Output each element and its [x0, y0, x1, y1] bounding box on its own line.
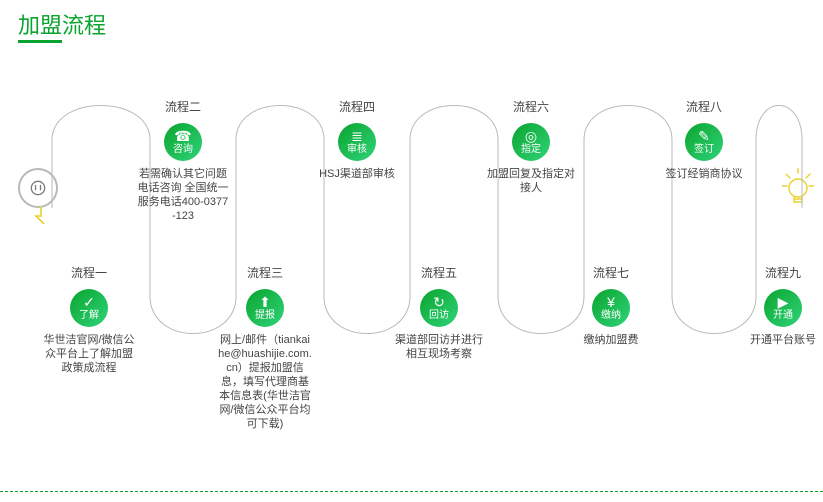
step-glyph-icon: ✎	[698, 129, 710, 143]
step-desc: 开通平台账号	[736, 333, 823, 347]
step-icon-text: 回访	[429, 310, 449, 321]
step-8: 流程八 ✎签订签订经销商协议	[657, 98, 751, 181]
step-label: 流程四	[310, 98, 404, 115]
step-1: 流程一 ✓了解华世洁官网/微信公众平台上了解加盟政策成流程	[42, 264, 136, 375]
step-4: 流程四 ≣审核 HSJ渠道部审核	[310, 98, 404, 181]
step-icon: ≣审核	[338, 123, 376, 161]
step-icon: ✎签订	[685, 123, 723, 161]
step-3: 流程三 ⬆提报网上/邮件（tiankaihe@huashijie.com.cn）提…	[218, 264, 312, 431]
step-2: 流程二 ☎咨询若需确认其它问题电话咨询 全国统一服务电话400-0377-123	[136, 98, 230, 223]
step-glyph-icon: ¥	[607, 295, 615, 309]
step-icon-text: 签订	[694, 144, 714, 155]
step-label: 流程九	[736, 264, 823, 281]
step-label: 流程二	[136, 98, 230, 115]
step-7: 流程七 ¥缴纳缴纳加盟费	[564, 264, 658, 347]
step-5: 流程五 ↻回访渠道部回访并进行相互现场考察	[392, 264, 486, 361]
step-icon-text: 咨询	[173, 144, 193, 155]
light-bulb-icon	[782, 168, 814, 208]
step-desc: 华世洁官网/微信公众平台上了解加盟政策成流程	[42, 333, 136, 375]
step-label: 流程八	[657, 98, 751, 115]
step-desc: 若需确认其它问题电话咨询 全国统一服务电话400-0377-123	[136, 167, 230, 223]
step-label: 流程一	[42, 264, 136, 281]
step-icon: ▶开通	[764, 289, 802, 327]
step-icon-text: 了解	[79, 310, 99, 321]
step-desc: 网上/邮件（tiankaihe@huashijie.com.cn）提报加盟信息，…	[218, 333, 312, 431]
step-desc: HSJ渠道部审核	[310, 167, 404, 181]
plug-tail-icon	[34, 206, 48, 224]
page-title: 加盟流程	[18, 8, 106, 40]
title-underline	[18, 40, 62, 43]
step-glyph-icon: ▶	[778, 295, 789, 309]
step-glyph-icon: ✓	[83, 295, 95, 309]
step-icon-text: 审核	[347, 144, 367, 155]
step-icon: ↻回访	[420, 289, 458, 327]
step-icon-text: 提报	[255, 310, 275, 321]
step-icon-text: 缴纳	[601, 310, 621, 321]
step-icon: ⬆提报	[246, 289, 284, 327]
step-desc: 加盟回复及指定对接人	[484, 167, 578, 195]
step-icon-text: 指定	[521, 144, 541, 155]
step-6: 流程六 ◎指定加盟回复及指定对接人	[484, 98, 578, 195]
step-desc: 渠道部回访并进行相互现场考察	[392, 333, 486, 361]
step-glyph-icon: ⬆	[259, 295, 271, 309]
step-icon: ☎咨询	[164, 123, 202, 161]
step-9: 流程九 ▶开通开通平台账号	[736, 264, 823, 347]
step-glyph-icon: ↻	[433, 295, 445, 309]
step-glyph-icon: ◎	[525, 129, 537, 143]
step-label: 流程七	[564, 264, 658, 281]
step-desc: 签订经销商协议	[657, 167, 751, 181]
step-label: 流程五	[392, 264, 486, 281]
step-glyph-icon: ≣	[351, 129, 363, 143]
step-glyph-icon: ☎	[174, 129, 191, 143]
step-icon: ¥缴纳	[592, 289, 630, 327]
step-icon: ◎指定	[512, 123, 550, 161]
step-icon-text: 开通	[773, 310, 793, 321]
step-label: 流程三	[218, 264, 312, 281]
step-icon: ✓了解	[70, 289, 108, 327]
bottom-divider	[0, 491, 823, 492]
plug-icon	[18, 168, 58, 208]
step-label: 流程六	[484, 98, 578, 115]
step-desc: 缴纳加盟费	[564, 333, 658, 347]
